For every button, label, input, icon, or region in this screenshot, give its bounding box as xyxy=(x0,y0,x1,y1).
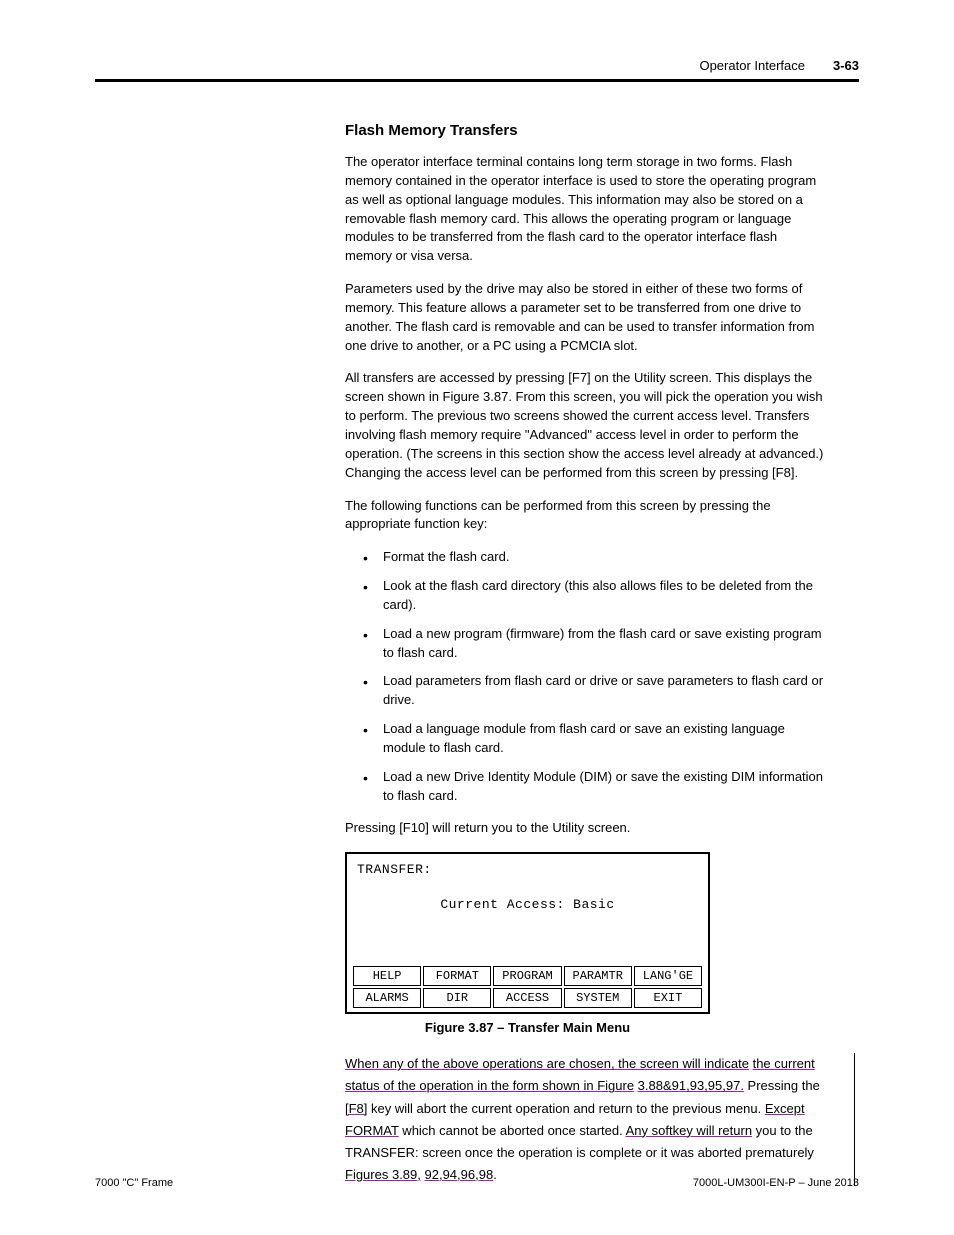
header-section: Operator Interface xyxy=(699,58,805,73)
del-plain: key will abort the current operation and… xyxy=(367,1101,764,1116)
del-frag: [F8] xyxy=(345,1101,367,1116)
del-frag: Any softkey will return xyxy=(626,1123,752,1138)
deleted-paragraph: When any of the above operations are cho… xyxy=(345,1053,855,1186)
del-frag: Except xyxy=(765,1101,805,1116)
del-plain: Pressing the xyxy=(744,1078,820,1093)
softkey-langge[interactable]: LANG'GE xyxy=(634,966,702,986)
footer-left: 7000 "C" Frame xyxy=(95,1177,173,1189)
softkey-dir[interactable]: DIR xyxy=(423,988,491,1008)
para-2: Parameters used by the drive may also be… xyxy=(345,280,825,355)
header-pagenum: 3-63 xyxy=(833,58,859,73)
footer-right: 7000L-UM300I-EN-P – June 2013 xyxy=(693,1177,859,1189)
softkey-alarms[interactable]: ALARMS xyxy=(353,988,421,1008)
para-5: Pressing [F10] will return you to the Ut… xyxy=(345,819,825,838)
bullet-item: Load a language module from flash card o… xyxy=(363,720,825,758)
bullet-item: Load a new Drive Identity Module (DIM) o… xyxy=(363,768,825,806)
figure-caption: Figure 3.87 – Transfer Main Menu xyxy=(345,1020,710,1035)
bullet-item: Load parameters from flash card or drive… xyxy=(363,672,825,710)
screen-access: Current Access: Basic xyxy=(353,897,702,912)
del-frag: 3.88&91,93,95,97. xyxy=(638,1078,744,1093)
header-rule xyxy=(95,79,859,82)
del-frag: FORMAT xyxy=(345,1123,399,1138)
screen-title: TRANSFER: xyxy=(353,862,702,877)
del-plain: which cannot be aborted once started. xyxy=(399,1123,626,1138)
bullet-list: Format the flash card. Look at the flash… xyxy=(345,548,825,805)
softkey-paramtr[interactable]: PARAMTR xyxy=(564,966,632,986)
del-frag: When any of the above operations are cho… xyxy=(345,1056,749,1071)
para-1: The operator interface terminal contains… xyxy=(345,153,825,266)
softkey-help[interactable]: HELP xyxy=(353,966,421,986)
softkey-format[interactable]: FORMAT xyxy=(423,966,491,986)
para-4: The following functions can be performed… xyxy=(345,497,825,535)
softkey-access[interactable]: ACCESS xyxy=(493,988,561,1008)
softkey-program[interactable]: PROGRAM xyxy=(493,966,561,986)
para-3: All transfers are accessed by pressing [… xyxy=(345,369,825,482)
terminal-screen: TRANSFER: Current Access: Basic HELP FOR… xyxy=(345,852,710,1014)
bullet-item: Look at the flash card directory (this a… xyxy=(363,577,825,615)
softkey-grid: HELP FORMAT PROGRAM PARAMTR LANG'GE ALAR… xyxy=(353,966,702,1008)
section-title: Flash Memory Transfers xyxy=(345,122,825,139)
bullet-item: Load a new program (firmware) from the f… xyxy=(363,625,825,663)
softkey-exit[interactable]: EXIT xyxy=(634,988,702,1008)
bullet-item: Format the flash card. xyxy=(363,548,825,567)
softkey-system[interactable]: SYSTEM xyxy=(564,988,632,1008)
